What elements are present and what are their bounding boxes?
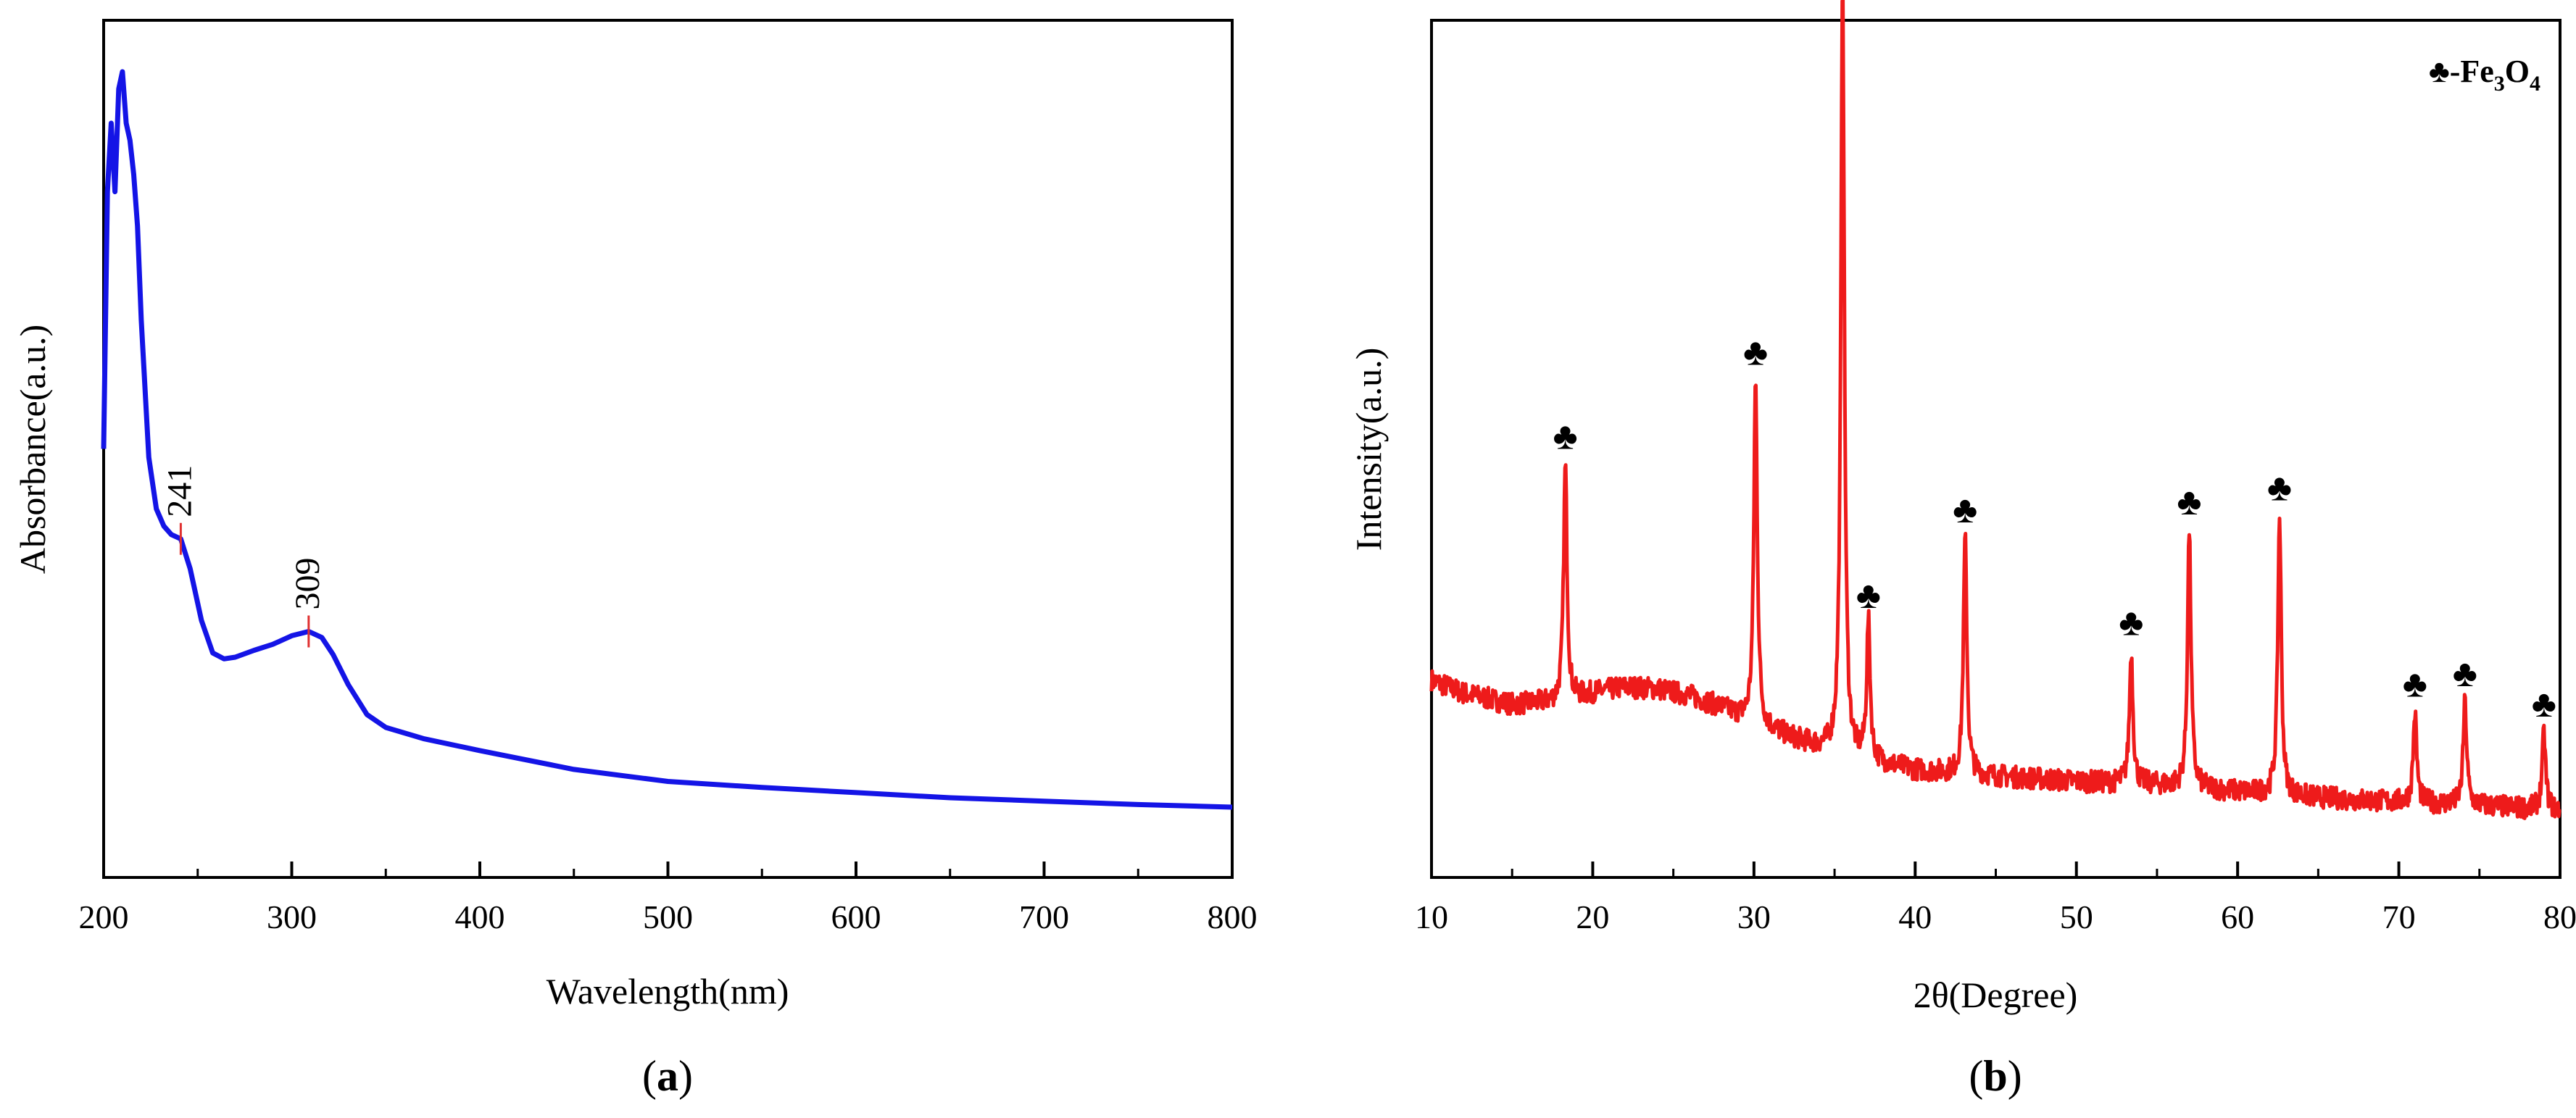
panel-b-plot-frame bbox=[1430, 19, 2562, 879]
panel-a-peak-label: 309 bbox=[288, 557, 327, 609]
panel-a-y-axis-label: Absorbance(a.u.) bbox=[12, 325, 53, 574]
panel-a-x-axis-label: Wavelength(nm) bbox=[547, 971, 789, 1011]
panel-b-x-tick-label: 80 bbox=[2543, 898, 2576, 935]
legend-formula-prefix: -Fe bbox=[2450, 54, 2494, 89]
legend-formula-o: O bbox=[2505, 54, 2530, 89]
legend-formula-sub-4: 4 bbox=[2530, 72, 2540, 96]
panel-b-x-tick-label: 70 bbox=[2382, 898, 2416, 935]
panel-b-peak-markers: ♣♣♣♣♣♣♣♣♣♣♣ bbox=[1553, 333, 2556, 725]
panel-b-x-tick-label: 50 bbox=[2060, 898, 2093, 935]
fe3o4-peak-club-icon: ♣ bbox=[2119, 602, 2143, 643]
panel-a-plot-frame bbox=[102, 19, 1234, 879]
panel-b-x-tick-label: 30 bbox=[1737, 898, 1771, 935]
panel-b-x-tick-label: 40 bbox=[1898, 898, 1932, 935]
fe3o4-peak-club-icon: ♣ bbox=[2177, 482, 2201, 523]
panel-a-x-tick-label: 400 bbox=[455, 898, 505, 935]
fe3o4-peak-club-icon: ♣ bbox=[1553, 416, 1578, 457]
panel-b-x-tick-label: 60 bbox=[2221, 898, 2254, 935]
panel-a-x-tick-label: 300 bbox=[267, 898, 317, 935]
legend-formula-sub-3: 3 bbox=[2494, 72, 2505, 96]
panel-a-absorbance-line bbox=[101, 69, 1233, 810]
fe3o4-peak-club-icon: ♣ bbox=[1953, 490, 1977, 531]
panel-b-x-ticks: 10 20 30 40 50 60 70 80 bbox=[1415, 862, 2576, 935]
panel-a-x-tick-label: 500 bbox=[643, 898, 693, 935]
panel-a-x-tick-label: 600 bbox=[831, 898, 881, 935]
panel-b-x-tick-label: 20 bbox=[1576, 898, 1609, 935]
panel-a-annotations: 241 309 bbox=[160, 465, 327, 648]
fe3o4-peak-club-icon: ♣ bbox=[2403, 664, 2427, 706]
panel-b-chart: 10 20 30 40 50 60 70 80 ♣ ♣ ♣ ♣ ♣ ♣ ♣ ♣ ♣ ♣ ♣ ♣-Fe3O4 2θ(… bbox=[1348, 0, 2576, 1100]
fe3o4-peak-club-icon: ♣ bbox=[1856, 575, 1881, 617]
panel-b-x-axis-label: 2θ(Degree) bbox=[1914, 975, 2078, 1015]
panel-b-y-axis-label: Intensity(a.u.) bbox=[1348, 348, 1389, 551]
panel-b-legend: ♣-Fe3O4 bbox=[2429, 54, 2540, 96]
panel-b-x-tick-label: 10 bbox=[1415, 898, 1448, 935]
fe3o4-peak-club-icon: ♣ bbox=[1743, 333, 1768, 374]
panel-a-x-tick-label: 700 bbox=[1019, 898, 1069, 935]
fe3o4-peak-club-icon: ♣ bbox=[2267, 468, 2292, 509]
fe3o4-peak-club-icon: ♣ bbox=[2453, 654, 2477, 695]
panel-b-label-letter: b bbox=[1983, 1052, 2007, 1100]
panel-b-label: (b) bbox=[1969, 1052, 2022, 1100]
panel-b-xrd-pattern-line bbox=[1429, 0, 2562, 820]
panel-a-peak-label: 241 bbox=[160, 465, 199, 517]
panel-a-chart: 200 300 400 500 600 700 800 241 309 Wavelength(… bbox=[12, 19, 1258, 1100]
panel-a-x-tick-label: 800 bbox=[1208, 898, 1258, 935]
panel-a-label: (a) bbox=[642, 1052, 693, 1100]
fe3o4-peak-club-icon: ♣ bbox=[2532, 684, 2556, 725]
panel-a-x-tick-label: 200 bbox=[79, 898, 129, 935]
panel-a-x-ticks: 200 300 400 500 600 700 800 bbox=[79, 862, 1258, 935]
legend-club-icon: ♣ bbox=[2429, 54, 2450, 89]
panel-a-label-letter: a bbox=[657, 1052, 678, 1100]
